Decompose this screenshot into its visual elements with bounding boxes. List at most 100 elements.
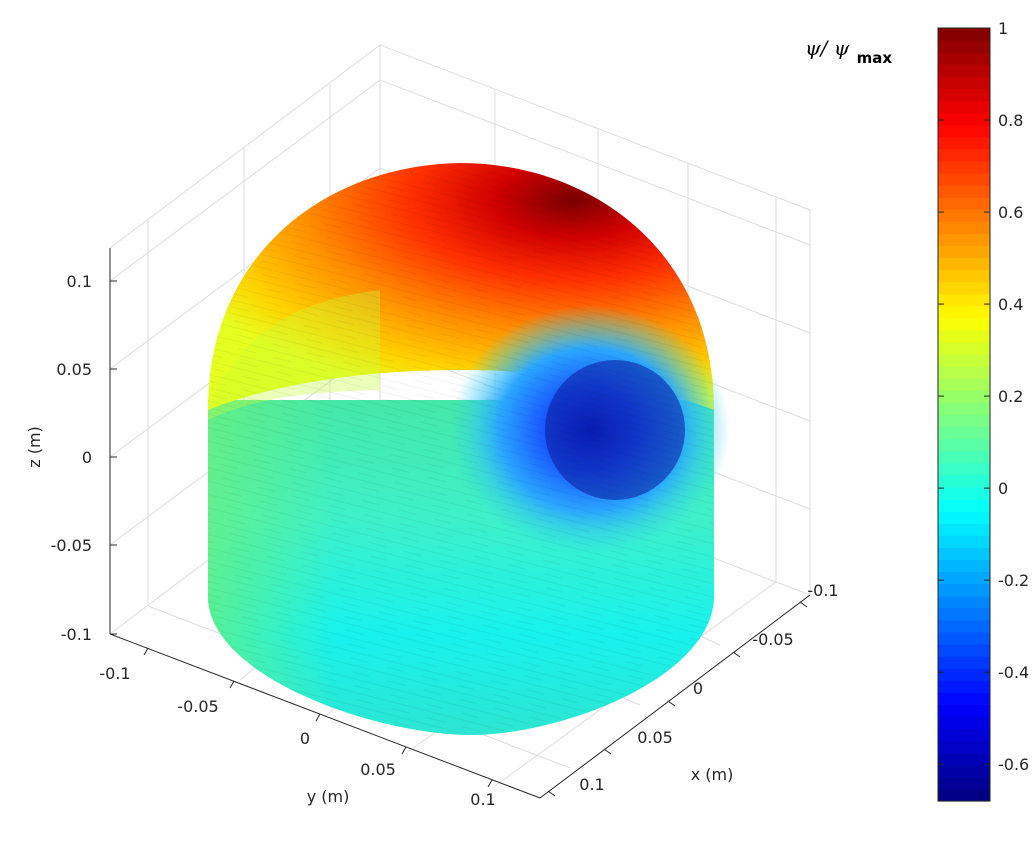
colorbar-title-subscript: max bbox=[857, 49, 893, 67]
y-tick-label: 0.1 bbox=[470, 790, 495, 809]
colorbar-level bbox=[938, 414, 990, 428]
colorbar-level bbox=[938, 100, 990, 114]
colorbar-tick-label: 0.8 bbox=[998, 111, 1023, 130]
z-tick-label: 0 bbox=[82, 448, 92, 467]
colorbar-level bbox=[938, 559, 990, 573]
colorbar-level bbox=[938, 631, 990, 645]
colorbar-tick-label: 0.4 bbox=[998, 295, 1023, 314]
surface-3d bbox=[208, 163, 730, 735]
colorbar-tick-label: -0.4 bbox=[998, 663, 1029, 682]
colorbar-level bbox=[938, 148, 990, 162]
colorbar-level bbox=[938, 535, 990, 548]
colorbar-level bbox=[938, 547, 990, 561]
y-tick-label: -0.1 bbox=[99, 664, 130, 683]
colorbar-level bbox=[938, 607, 990, 621]
colorbar-level bbox=[938, 160, 990, 174]
colorbar-level bbox=[938, 656, 990, 669]
x-axis-label: x (m) bbox=[691, 765, 734, 784]
colorbar bbox=[938, 28, 990, 802]
colorbar-level bbox=[938, 378, 990, 391]
y-tick-label: 0.05 bbox=[360, 760, 396, 779]
x-axis-ticks bbox=[547, 601, 808, 797]
colorbar-tick-label: 0.6 bbox=[998, 203, 1023, 222]
colorbar-level bbox=[938, 257, 990, 271]
colorbar-level bbox=[938, 776, 990, 790]
colorbar-level bbox=[938, 221, 990, 234]
y-axis-label: y (m) bbox=[307, 787, 350, 806]
z-tick-label: 0.05 bbox=[56, 360, 92, 379]
colorbar-tick-label: -0.6 bbox=[998, 755, 1029, 774]
z-tick-label: 0.1 bbox=[67, 272, 92, 291]
colorbar-level bbox=[938, 293, 990, 307]
colorbar-title: ψ/ ψ max bbox=[805, 36, 892, 67]
colorbar-level bbox=[938, 366, 990, 379]
colorbar-tick-label: -0.2 bbox=[998, 571, 1029, 590]
colorbar-level bbox=[938, 88, 990, 102]
colorbar-title-symbol: ψ/ ψ bbox=[805, 36, 850, 60]
colorbar-level bbox=[938, 112, 990, 126]
colorbar-level bbox=[938, 788, 990, 802]
colorbar-level bbox=[938, 329, 990, 343]
colorbar-level bbox=[938, 752, 990, 766]
colorbar-tick-label: 0 bbox=[998, 479, 1008, 498]
z-tick-label: -0.1 bbox=[61, 625, 92, 644]
colorbar-level bbox=[938, 438, 990, 452]
colorbar-level bbox=[938, 462, 990, 476]
colorbar-level bbox=[938, 136, 990, 150]
colorbar-level bbox=[938, 28, 990, 41]
colorbar-level bbox=[938, 64, 990, 77]
z-tick-label: -0.05 bbox=[51, 536, 92, 555]
y-tick-label: 0 bbox=[300, 729, 310, 748]
colorbar-level bbox=[938, 172, 990, 186]
colorbar-level bbox=[938, 692, 990, 705]
x-tick-label: 0.1 bbox=[579, 775, 604, 794]
colorbar-level bbox=[938, 523, 990, 536]
colorbar-level bbox=[938, 499, 990, 512]
colorbar-level bbox=[938, 342, 990, 355]
colorbar-level bbox=[938, 197, 990, 210]
colorbar-level bbox=[938, 511, 990, 524]
x-tick-label: -0.1 bbox=[807, 581, 838, 600]
colorbar-frame bbox=[937, 27, 991, 802]
colorbar-ticks: 1 0.8 0.6 0.4 0.2 0 -0.2 -0.4 -0.6 bbox=[938, 19, 1029, 774]
z-axis-ticks bbox=[110, 280, 117, 635]
colorbar-level bbox=[938, 643, 990, 657]
x-tick-label: -0.05 bbox=[752, 630, 793, 649]
colorbar-level bbox=[938, 764, 990, 778]
colorbar-level bbox=[938, 486, 990, 500]
colorbar-level bbox=[938, 740, 990, 754]
y-tick-label: -0.05 bbox=[177, 697, 218, 716]
colorbar-level bbox=[938, 595, 990, 609]
colorbar-level bbox=[938, 450, 990, 464]
colorbar-level bbox=[938, 209, 990, 222]
colorbar-level bbox=[938, 619, 990, 633]
colorbar-level bbox=[938, 76, 990, 89]
colorbar-level bbox=[938, 317, 990, 331]
colorbar-level bbox=[938, 269, 990, 283]
colorbar-level bbox=[938, 354, 990, 367]
colorbar-level bbox=[938, 668, 990, 681]
colorbar-tick-label: 1 bbox=[998, 19, 1008, 38]
colorbar-level bbox=[938, 680, 990, 693]
colorbar-level bbox=[938, 185, 990, 198]
colorbar-level bbox=[938, 474, 990, 488]
colorbar-level bbox=[938, 583, 990, 597]
colorbar-level bbox=[938, 402, 990, 416]
colorbar-level bbox=[938, 571, 990, 585]
y-axis-ticks bbox=[143, 647, 493, 788]
colorbar-level bbox=[938, 390, 990, 404]
colorbar-level bbox=[938, 245, 990, 259]
colorbar-level bbox=[938, 233, 990, 247]
colorbar-level bbox=[938, 281, 990, 295]
x-tick-label: 0.05 bbox=[637, 728, 673, 747]
colorbar-level bbox=[938, 716, 990, 730]
colorbar-level bbox=[938, 704, 990, 718]
x-tick-label: 0 bbox=[693, 679, 703, 698]
colorbar-level bbox=[938, 728, 990, 742]
z-axis-label: z (m) bbox=[25, 426, 44, 468]
colorbar-level bbox=[938, 124, 990, 138]
colorbar-level bbox=[938, 305, 990, 319]
colorbar-level bbox=[938, 40, 990, 53]
axes-lines bbox=[109, 248, 811, 799]
